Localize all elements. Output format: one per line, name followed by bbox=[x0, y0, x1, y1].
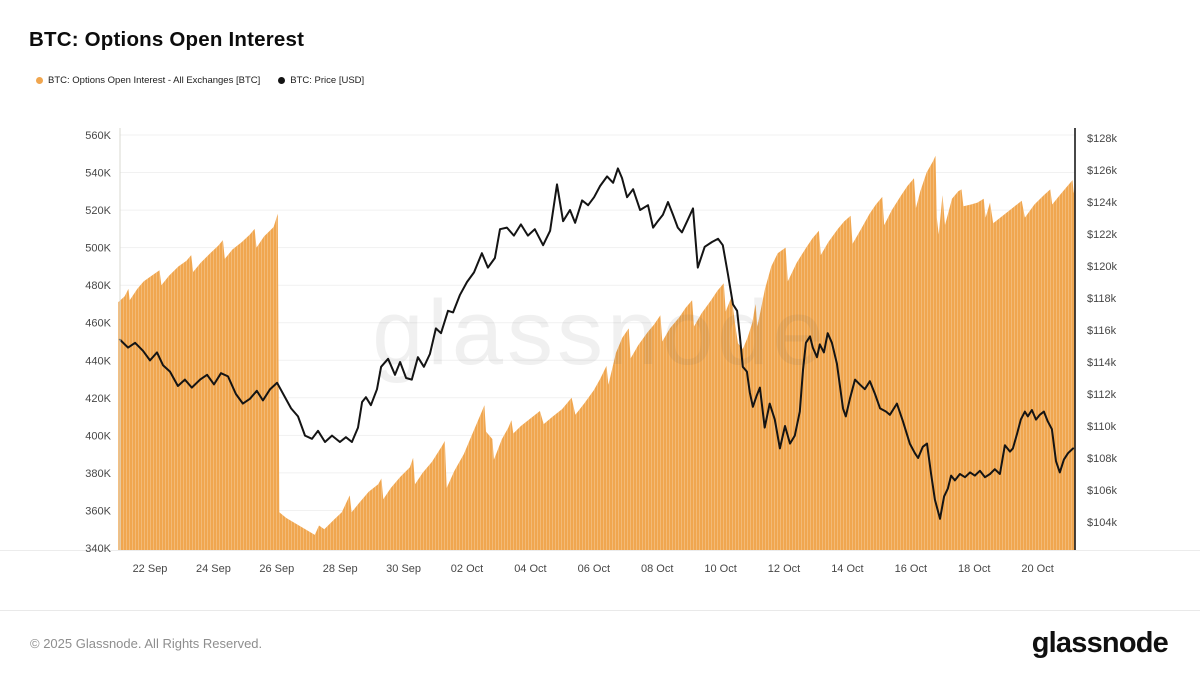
price-dot-icon bbox=[278, 77, 286, 84]
svg-text:$114k: $114k bbox=[1087, 357, 1117, 369]
svg-text:$126k: $126k bbox=[1087, 165, 1117, 177]
svg-text:340K: 340K bbox=[85, 543, 111, 555]
chart-legend: BTC: Options Open Interest - All Exchang… bbox=[36, 75, 364, 86]
svg-text:$124k: $124k bbox=[1087, 197, 1117, 209]
svg-text:540K: 540K bbox=[85, 168, 111, 180]
svg-text:440K: 440K bbox=[85, 355, 111, 367]
svg-text:$112k: $112k bbox=[1087, 389, 1117, 401]
options-open-interest-chart[interactable]: glassnode 560K 540K 520K 500K 480K 460K 440K 420… bbox=[0, 0, 1200, 600]
svg-text:$110k: $110k bbox=[1087, 421, 1117, 433]
svg-text:28 Sep: 28 Sep bbox=[323, 563, 358, 575]
svg-text:26 Sep: 26 Sep bbox=[259, 563, 294, 575]
svg-text:06 Oct: 06 Oct bbox=[578, 563, 610, 575]
svg-text:22 Sep: 22 Sep bbox=[133, 563, 168, 575]
svg-text:18 Oct: 18 Oct bbox=[958, 563, 990, 575]
svg-text:$106k: $106k bbox=[1087, 485, 1117, 497]
svg-text:20 Oct: 20 Oct bbox=[1021, 563, 1053, 575]
svg-text:360K: 360K bbox=[85, 506, 111, 518]
svg-text:$104k: $104k bbox=[1087, 517, 1117, 529]
svg-text:04 Oct: 04 Oct bbox=[514, 563, 546, 575]
svg-text:$120k: $120k bbox=[1087, 261, 1117, 273]
glassnode-logo[interactable]: glassnode bbox=[1031, 626, 1169, 659]
svg-text:520K: 520K bbox=[85, 205, 111, 217]
svg-text:420K: 420K bbox=[85, 393, 111, 405]
svg-text:$108k: $108k bbox=[1087, 453, 1117, 465]
svg-text:500K: 500K bbox=[85, 243, 111, 255]
copyright-text: © 2025 Glassnode. All Rights Reserved. bbox=[30, 635, 263, 651]
svg-text:30 Sep: 30 Sep bbox=[386, 563, 421, 575]
svg-text:480K: 480K bbox=[85, 280, 111, 292]
svg-text:12 Oct: 12 Oct bbox=[768, 563, 800, 575]
svg-text:400K: 400K bbox=[85, 430, 111, 442]
svg-text:$122k: $122k bbox=[1087, 229, 1117, 241]
legend-item-open-interest[interactable]: BTC: Options Open Interest - All Exchang… bbox=[36, 75, 260, 86]
svg-text:$128k: $128k bbox=[1087, 133, 1117, 145]
svg-text:460K: 460K bbox=[85, 318, 111, 330]
legend-item-price[interactable]: BTC: Price [USD] bbox=[278, 75, 364, 86]
svg-text:02 Oct: 02 Oct bbox=[451, 563, 483, 575]
open-interest-dot-icon bbox=[36, 77, 43, 84]
svg-text:380K: 380K bbox=[85, 468, 111, 480]
footer: © 2025 Glassnode. All Rights Reserved. g… bbox=[0, 610, 1200, 675]
legend-label-open-interest: BTC: Options Open Interest - All Exchang… bbox=[48, 75, 261, 86]
svg-text:560K: 560K bbox=[85, 130, 111, 142]
svg-text:14 Oct: 14 Oct bbox=[831, 563, 863, 575]
page-title: BTC: Options Open Interest bbox=[29, 28, 305, 51]
watermark-text: glassnode bbox=[372, 282, 827, 384]
svg-text:08 Oct: 08 Oct bbox=[641, 563, 673, 575]
svg-text:10 Oct: 10 Oct bbox=[704, 563, 736, 575]
legend-label-price: BTC: Price [USD] bbox=[290, 75, 365, 86]
svg-text:16 Oct: 16 Oct bbox=[895, 563, 927, 575]
svg-text:$116k: $116k bbox=[1087, 325, 1117, 337]
svg-text:$118k: $118k bbox=[1087, 293, 1117, 305]
svg-text:24 Sep: 24 Sep bbox=[196, 563, 231, 575]
